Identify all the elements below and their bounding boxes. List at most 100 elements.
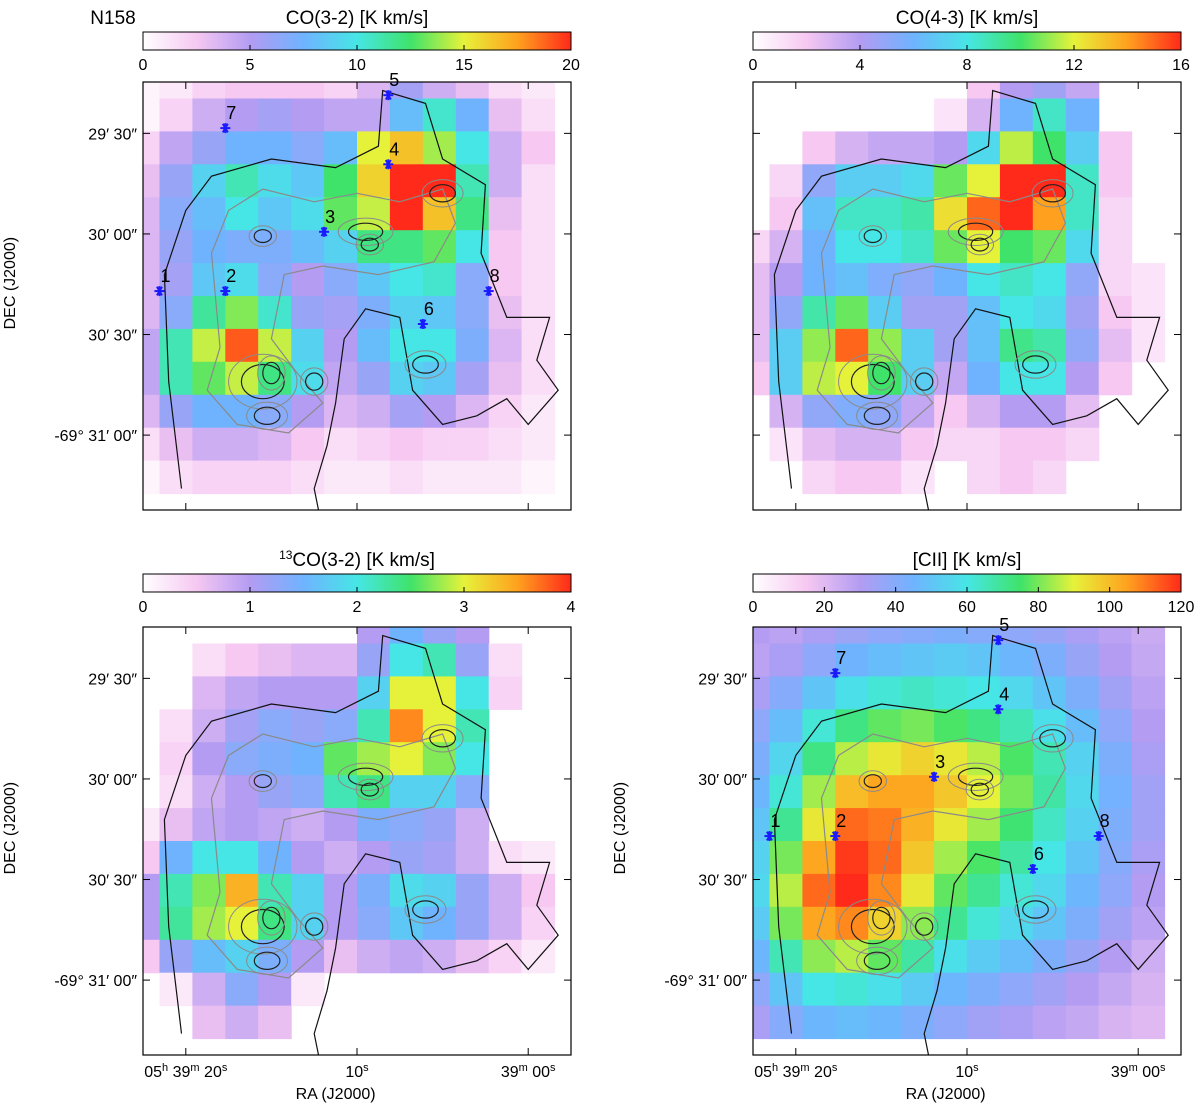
map-cell <box>291 775 325 809</box>
map-cell <box>389 394 424 429</box>
map-cell <box>901 627 935 644</box>
map-cell <box>1131 972 1166 1007</box>
map-cell <box>488 906 523 941</box>
x-tick-unit: s <box>973 1062 979 1074</box>
source-marker: 2 <box>830 811 846 842</box>
contour-lines <box>163 89 559 510</box>
contour-clump-outer <box>246 401 289 430</box>
map-cell <box>769 627 803 644</box>
map-cell <box>769 939 803 974</box>
source-marker: 3 <box>319 207 335 237</box>
map-cell <box>389 939 424 974</box>
map-cell <box>291 873 325 908</box>
source-marker: 4 <box>383 139 399 170</box>
map-cell <box>1098 230 1133 264</box>
map-cell <box>258 1005 292 1040</box>
map-cell <box>934 197 968 231</box>
map-cell <box>1098 361 1133 396</box>
map-cell <box>901 742 935 776</box>
map-cell <box>967 709 1001 743</box>
map-cell <box>324 676 358 710</box>
map-cell <box>225 263 259 297</box>
map-cell <box>901 328 935 363</box>
map-cell <box>143 873 160 908</box>
map-cell <box>521 460 556 495</box>
colorbar-tick-label: 15 <box>455 57 473 74</box>
map-cell <box>934 1005 968 1040</box>
map-cell <box>225 394 259 429</box>
map-cell <box>225 197 259 231</box>
map-cell <box>291 939 325 974</box>
contour-clump-outer <box>947 762 1004 791</box>
title-superscript: 13 <box>279 548 293 562</box>
map-cell <box>934 98 968 132</box>
marker-label: 6 <box>1034 844 1044 864</box>
map-cell <box>1098 808 1133 842</box>
map-cell <box>488 82 523 99</box>
marker-label: 2 <box>226 266 236 286</box>
map-cell <box>324 939 358 974</box>
map-cell <box>1098 676 1133 710</box>
map-cell <box>291 643 325 677</box>
map-cell <box>389 841 424 875</box>
y-tick-label: 29′ 30″ <box>88 126 137 143</box>
map-cell <box>967 361 1001 396</box>
map-cell <box>901 427 935 462</box>
map-cell <box>753 1005 770 1040</box>
x-tick-unit: s <box>550 1062 556 1074</box>
map-cell <box>868 197 902 231</box>
contour-clump-outer <box>228 898 298 955</box>
map-cell <box>521 98 556 132</box>
map-cell <box>901 460 935 495</box>
map-cell <box>835 394 869 429</box>
colorbar-tick-label: 0 <box>749 57 758 74</box>
x-tick-label: 39m 00s <box>501 1062 556 1081</box>
map-cell <box>835 709 869 743</box>
map-cell <box>258 263 292 297</box>
map-cell <box>291 197 325 231</box>
map-cell <box>225 460 259 495</box>
map-cell <box>999 164 1034 198</box>
map-cell <box>455 643 490 677</box>
map-cell <box>967 164 1001 198</box>
map-cell <box>835 1005 869 1040</box>
map-cell <box>1032 1005 1067 1040</box>
map-cell <box>1065 643 1100 677</box>
map-cell <box>967 98 1001 132</box>
map-cell <box>769 873 803 908</box>
map-cell <box>802 328 836 363</box>
contour-inner <box>816 733 1067 979</box>
map-cell <box>143 197 160 231</box>
map-cell <box>422 328 457 363</box>
map-cell <box>521 873 556 908</box>
map-cell <box>192 82 226 99</box>
map-cell <box>324 841 358 875</box>
map-cell <box>291 328 325 363</box>
map-cell <box>967 742 1001 776</box>
contour-clump-outer <box>421 724 464 753</box>
contour-inner <box>816 188 1067 434</box>
map-cell <box>159 906 193 941</box>
map-cell <box>999 361 1034 396</box>
map-cell <box>868 627 902 644</box>
map-cell <box>999 1005 1034 1040</box>
colorbar-tick-label: 0 <box>139 599 148 616</box>
map-cell <box>192 1005 226 1040</box>
map-cell <box>159 775 193 809</box>
contour-clump <box>915 917 934 936</box>
map-cell <box>324 131 358 165</box>
contour-clump <box>863 774 883 789</box>
map-cell <box>159 197 193 231</box>
map-cell <box>753 873 770 908</box>
map-cell <box>753 643 770 677</box>
map-cell <box>999 775 1034 809</box>
map-cell <box>455 98 490 132</box>
map-cell <box>901 394 935 429</box>
map-cell <box>1065 841 1100 875</box>
map-cell <box>901 643 935 677</box>
marker-label: 3 <box>935 752 945 772</box>
map-cell <box>868 775 902 809</box>
map-cell <box>143 394 160 429</box>
map-cell <box>422 841 457 875</box>
